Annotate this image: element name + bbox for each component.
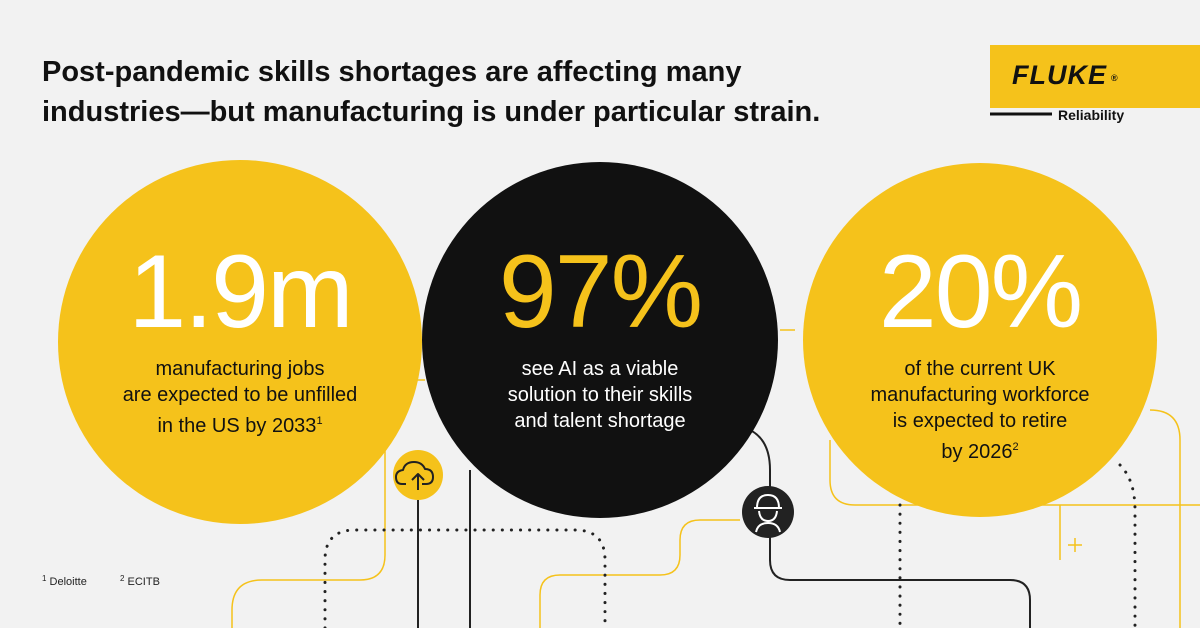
line: are expected to be unfilled xyxy=(122,384,358,406)
footnote-mark: 2 xyxy=(120,574,125,583)
footnote: 1 Deloitte xyxy=(42,574,87,588)
circle-middle xyxy=(422,162,778,518)
stat-figure: 20% xyxy=(878,234,1083,350)
logo-box xyxy=(990,45,1200,108)
stat-description: of the current UK manufacturing workforc… xyxy=(800,356,1160,465)
circle-left xyxy=(58,160,422,524)
black-lines xyxy=(417,429,1031,628)
headline-line: Post-pandemic skills shortages are affec… xyxy=(42,56,742,88)
stat-figure: 97% xyxy=(498,234,703,350)
line: by 20262 xyxy=(800,434,1160,465)
line: solution to their skills xyxy=(507,384,693,406)
stat: 20% of the current UK manufacturing work… xyxy=(800,240,1160,465)
line-text: in the US by 2033 xyxy=(157,415,317,437)
line-text: by 2026 xyxy=(941,441,1013,463)
line: see AI as a viable xyxy=(521,358,679,380)
footnote-source: ECITB xyxy=(127,576,160,588)
stat-description: see AI as a viable solution to their ski… xyxy=(420,356,780,434)
headline-line: industries—but manufacturing is under pa… xyxy=(42,96,821,128)
logo-tagline: Reliability xyxy=(1058,107,1125,123)
line: of the current UK xyxy=(904,358,1056,380)
line: manufacturing workforce xyxy=(870,384,1090,406)
footnote-mark: 1 xyxy=(42,574,47,583)
footnote: 2 ECITB xyxy=(120,574,160,588)
note-mark: 2 xyxy=(1012,441,1019,453)
headline: Post-pandemic skills shortages are affec… xyxy=(42,52,820,132)
line: manufacturing jobs xyxy=(155,358,325,380)
footnote-source: Deloitte xyxy=(49,576,87,588)
stat: 1.9m manufacturing jobs are expected to … xyxy=(60,240,420,439)
registered-mark: ® xyxy=(1111,73,1119,83)
dotted-lines xyxy=(323,463,1137,628)
circle-right xyxy=(803,163,1157,517)
plus-sign xyxy=(1068,538,1082,552)
stat-figure: 1.9m xyxy=(128,234,353,350)
cloud-glyph xyxy=(395,461,434,490)
logo-brand: FLUKE ® xyxy=(1012,60,1119,91)
note-mark: 1 xyxy=(316,415,323,427)
worker-icon xyxy=(742,486,794,538)
line: in the US by 20331 xyxy=(60,408,420,439)
worker-glyph xyxy=(754,493,782,533)
stat: 97% see AI as a viable solution to their… xyxy=(420,240,780,434)
line: is expected to retire xyxy=(892,410,1068,432)
brand: FLUKE xyxy=(1012,60,1107,90)
line: and talent shortage xyxy=(514,410,686,432)
stat-description: manufacturing jobs are expected to be un… xyxy=(60,356,420,439)
